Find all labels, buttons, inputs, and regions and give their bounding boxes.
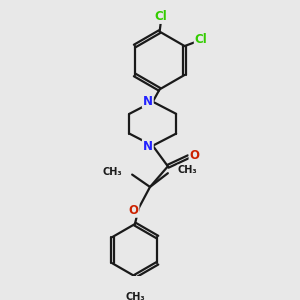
Text: CH₃: CH₃ [103,167,122,177]
Text: O: O [128,204,139,217]
Text: N: N [143,95,153,108]
Text: Cl: Cl [195,33,208,46]
Text: CH₃: CH₃ [125,292,145,300]
Text: N: N [143,140,153,153]
Text: CH₃: CH₃ [178,166,197,176]
Text: O: O [190,149,200,162]
Text: Cl: Cl [154,10,167,23]
